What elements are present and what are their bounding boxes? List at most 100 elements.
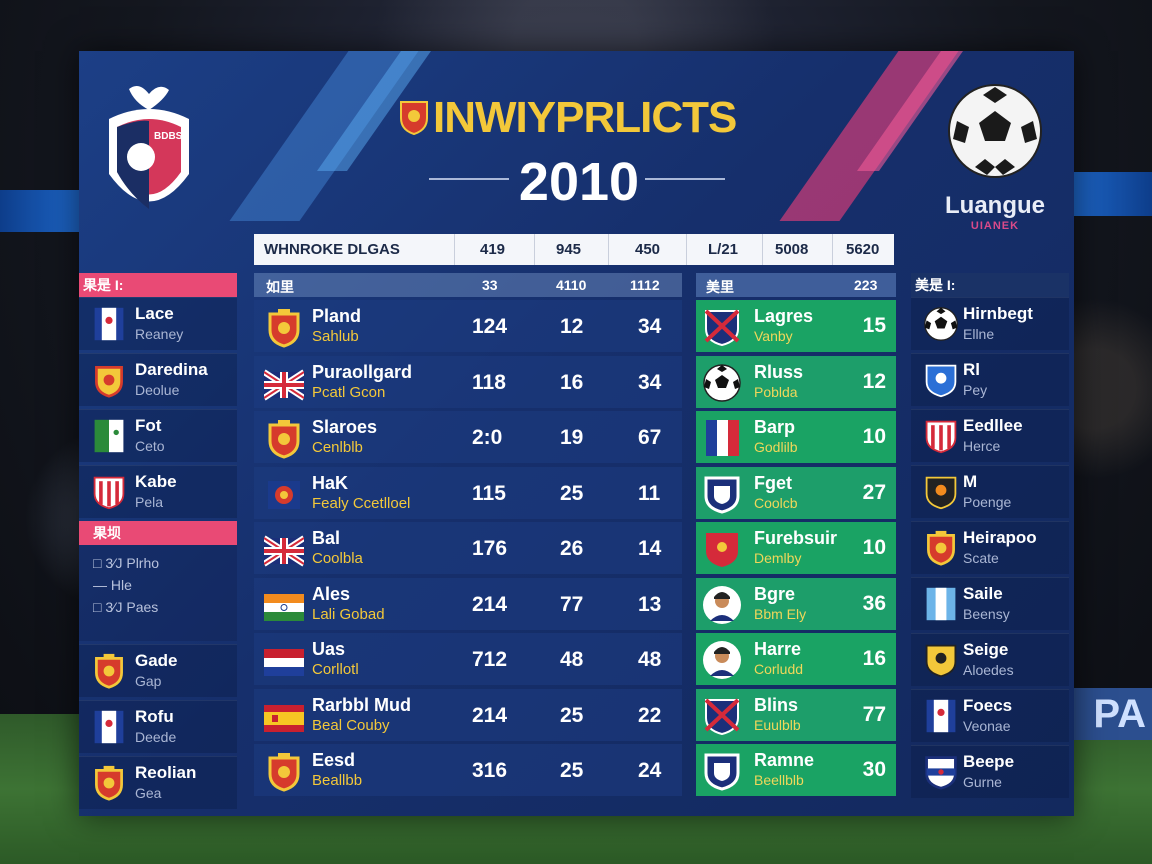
green-table-row[interactable]: Fget Coolcb 27 <box>696 466 896 519</box>
crest-red-icon <box>923 530 959 568</box>
team-subtitle: Lali Gobad <box>312 605 385 623</box>
green-table-row[interactable]: Harre Corludd 16 <box>696 633 896 685</box>
sidebar-item[interactable]: Heirapoo Scate <box>911 521 1069 574</box>
team-subtitle: Beallbb <box>312 772 363 789</box>
team-name: Bal <box>312 528 341 548</box>
team-points: 36 <box>862 591 886 615</box>
green-table-row[interactable]: Furebsuir Demlby 10 <box>696 522 896 574</box>
table-header-col: 33 <box>482 277 498 293</box>
team-name: Furebsuir <box>754 528 838 548</box>
table-row[interactable]: Puraollgard Pcatl Gcon 118 16 34 <box>254 355 682 408</box>
league-subtitle: UIANEK <box>970 220 1020 232</box>
shield-redstripe-icon <box>923 418 959 456</box>
sidebar-item-name: Heirapoo <box>963 528 1037 547</box>
team-subtitle: Bbm Ely <box>754 605 807 622</box>
green-table-row[interactable]: Blins Euulblb 77 <box>696 688 896 741</box>
sidebar-item[interactable]: Fot Ceto <box>79 409 237 462</box>
sidebar-item[interactable]: Lace Reaney <box>79 297 237 350</box>
team-subtitle: Demlby <box>754 550 802 566</box>
left-sidebar-subheader: 果坝 <box>79 521 237 545</box>
title-text: INWIYPRLICTS <box>433 93 737 142</box>
sidebar-item[interactable]: Seige Aloedes <box>911 633 1069 686</box>
sidebar-item-sub: Aloedes <box>963 662 1014 678</box>
table-row[interactable]: Pland Sahlub 124 12 34 <box>254 300 682 352</box>
team-subtitle: Poblda <box>754 383 798 400</box>
table-row[interactable]: Rarbbl Mud Beal Couby 214 25 22 <box>254 688 682 741</box>
flag-nl-icon <box>264 641 304 679</box>
stat-col-3: 11 <box>638 481 661 505</box>
team-name: Rarbbl Mud <box>312 694 411 715</box>
green-table-row[interactable]: Barp Godlilb 10 <box>696 411 896 463</box>
shield-redstripe-icon <box>91 474 127 512</box>
table-row[interactable]: HaK Fealy Ccetlloel 115 25 11 <box>254 466 682 519</box>
flag-blue-icon <box>91 709 127 747</box>
sidebar-item-sub: Deolue <box>135 382 180 398</box>
club-crest-logo: BDBS <box>99 79 199 229</box>
team-subtitle: Pcatl Gcon <box>312 383 386 401</box>
green-header-value: 223 <box>854 277 878 293</box>
ad-board-left <box>0 190 80 232</box>
sidebar-item[interactable]: Saile Beensy <box>911 577 1069 630</box>
team-subtitle: Beal Couby <box>312 716 390 734</box>
sidebar-item-sub: Gurne <box>963 774 1002 790</box>
shield-white-icon <box>923 754 959 792</box>
team-name: Rluss <box>754 361 804 382</box>
team-points: 10 <box>862 425 886 448</box>
stat-col-2: 16 <box>560 370 584 394</box>
team-subtitle: Vanby <box>754 328 793 344</box>
team-name: Ramne <box>754 750 815 770</box>
main-standings-table: 如里 33 4110 1112 Pland Sahlub 124 12 34 P… <box>254 273 682 800</box>
team-points: 27 <box>862 480 886 504</box>
column-header: L/21 <box>708 241 739 258</box>
table-row[interactable]: Uas Corllotl 712 48 48 <box>254 633 682 685</box>
table-row[interactable]: Bal Coolbla 176 26 14 <box>254 522 682 574</box>
stat-col-3: 67 <box>638 426 662 449</box>
column-header: 5008 <box>775 241 809 258</box>
sidebar-item[interactable]: Eedllee Herce <box>911 409 1069 462</box>
team-name: HaK <box>312 472 349 493</box>
sidebar-item-name: Daredina <box>135 360 208 379</box>
table-header: 如里 33 4110 1112 <box>254 273 682 297</box>
table-row[interactable]: Slaroes Cenlblb 2:0 19 67 <box>254 411 682 463</box>
stat-col-2: 77 <box>560 592 584 616</box>
stat-col-1: 2:0 <box>472 426 503 449</box>
sidebar-item[interactable]: Hirnbegt Ellne <box>911 297 1069 350</box>
secondary-standings-table: 美里 223 Lagres Vanby 15 Rluss Poblda 12 B… <box>696 273 896 800</box>
green-table-row[interactable]: Bgre Bbm Ely 36 <box>696 577 896 630</box>
crest-red-icon <box>91 653 127 691</box>
flag-india-icon <box>264 586 304 624</box>
team-subtitle: Corludd <box>754 661 804 677</box>
sidebar-item-sub: Gea <box>135 785 162 801</box>
sidebar-item[interactable]: Foecs Veonae <box>911 689 1069 742</box>
divider <box>645 178 725 180</box>
sidebar-item[interactable]: Reolian Gea <box>79 756 237 809</box>
team-points: 30 <box>862 758 886 781</box>
sidebar-item[interactable]: Rl Pey <box>911 353 1069 406</box>
shield-red-icon <box>702 529 742 569</box>
shield-yellow-icon <box>923 642 959 680</box>
green-table-row[interactable]: Ramne Beellblb 30 <box>696 744 896 796</box>
sidebar-item[interactable]: Kabe Pela <box>79 465 237 518</box>
green-table-row[interactable]: Lagres Vanby 15 <box>696 300 896 352</box>
team-name: Lagres <box>754 306 814 326</box>
stat-col-2: 25 <box>560 703 584 727</box>
shield-dark-icon <box>923 474 959 512</box>
sidebar-item[interactable]: Beepe Gurne <box>911 745 1069 798</box>
sidebar-item[interactable]: Rofu Deede <box>79 700 237 753</box>
mini-list-item: □ 3⁄J Plrho <box>93 555 160 571</box>
sidebar-item[interactable]: Gade Gap <box>79 644 237 697</box>
table-row[interactable]: Ales Lali Gobad 214 77 13 <box>254 577 682 630</box>
table-row[interactable]: Eesd Beallbb 316 25 24 <box>254 744 682 796</box>
sidebar-item-name: M <box>963 472 978 491</box>
team-points: 16 <box>862 647 886 670</box>
flag-es-icon <box>264 697 304 735</box>
green-table-row[interactable]: Rluss Poblda 12 <box>696 355 896 408</box>
sidebar-item[interactable]: M Poenge <box>911 465 1069 518</box>
stat-col-1: 118 <box>472 370 506 394</box>
shield-navy-icon <box>702 751 742 791</box>
stat-col-1: 176 <box>472 537 508 560</box>
sidebar-item-sub: Ellne <box>963 326 995 342</box>
sidebar-item-sub: Scate <box>963 550 999 566</box>
sidebar-item-name: Saile <box>963 584 1003 603</box>
sidebar-item[interactable]: Daredina Deolue <box>79 353 237 406</box>
